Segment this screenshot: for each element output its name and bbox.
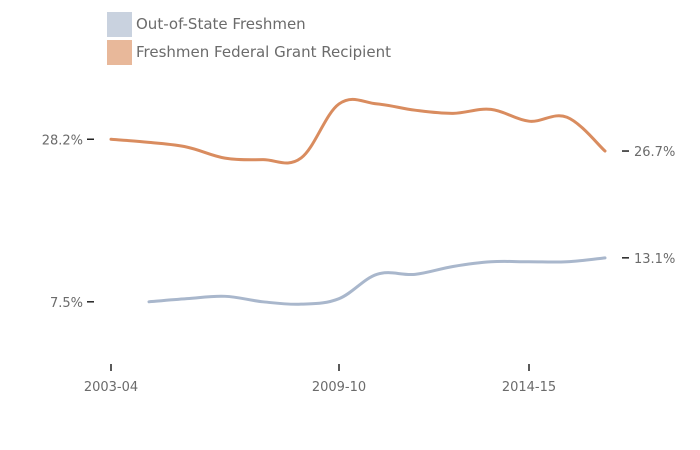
y-tick-label-1: 7.5% — [50, 296, 83, 311]
series-line-0 — [147, 256, 607, 306]
end-label-1: 26.7% — [634, 145, 675, 160]
series-line-1 — [109, 97, 607, 165]
x-tick-label-1: 2009-10 — [312, 380, 366, 395]
legend-label-0: Out-of-State Freshmen — [136, 15, 306, 33]
y-tick-label-0: 28.2% — [42, 133, 83, 148]
x-axis: 2003-04 2009-10 2014-15 — [84, 364, 556, 395]
legend-swatch-0 — [107, 12, 132, 37]
legend-swatch-1 — [107, 40, 132, 65]
end-labels: 13.1% 26.7% — [622, 145, 675, 267]
legend-label-1: Freshmen Federal Grant Recipient — [136, 43, 391, 61]
end-label-0: 13.1% — [634, 252, 675, 267]
y-axis: 28.2% 7.5% — [42, 133, 94, 311]
series-layer — [109, 97, 607, 306]
x-tick-label-2: 2014-15 — [502, 380, 556, 395]
legend: Out-of-State Freshmen Freshmen Federal Gr… — [107, 12, 391, 65]
x-tick-label-0: 2003-04 — [84, 380, 138, 395]
